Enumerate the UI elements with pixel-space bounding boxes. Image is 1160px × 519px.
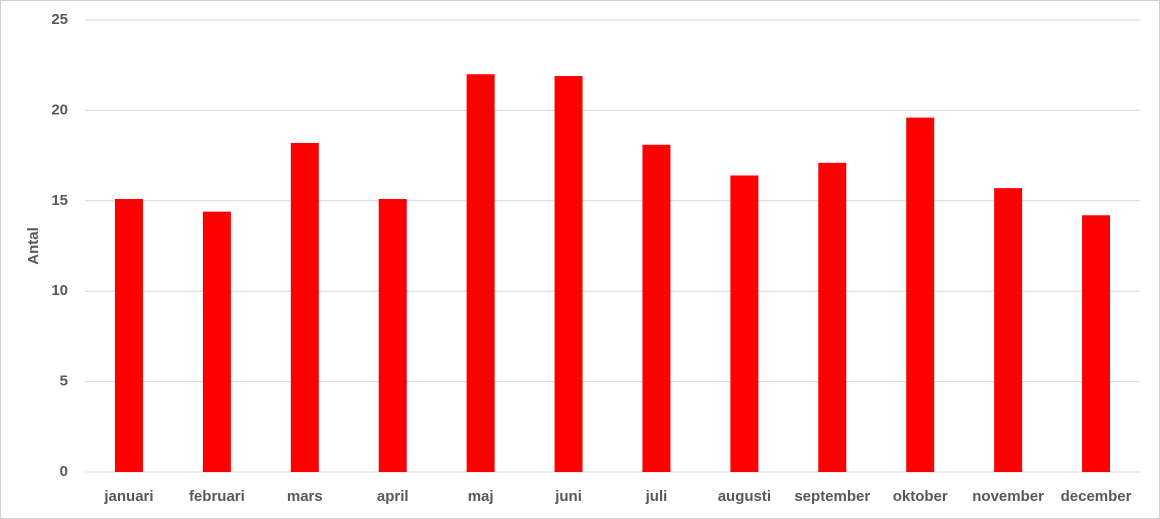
x-tick-label: december: [1061, 488, 1132, 505]
x-tick-label: juli: [645, 488, 668, 505]
y-tick-label: 15: [51, 192, 68, 209]
bar: [906, 117, 935, 472]
y-tick-label: 25: [51, 11, 68, 28]
bar: [290, 142, 319, 472]
bar: [202, 211, 231, 472]
bar: [466, 74, 495, 473]
x-tick-label: juni: [554, 488, 582, 505]
y-tick-label: 5: [60, 373, 68, 390]
x-tick-label: februari: [189, 488, 245, 505]
bar: [642, 144, 671, 472]
bar: [114, 198, 143, 472]
x-tick-label: september: [794, 488, 870, 505]
bar: [994, 188, 1023, 473]
y-tick-label: 0: [60, 463, 68, 480]
bar: [378, 198, 407, 472]
y-axis-label: Antal: [25, 227, 42, 265]
x-tick-label: maj: [468, 488, 494, 505]
bar: [818, 162, 847, 472]
y-tick-label: 20: [51, 101, 68, 118]
x-tick-label: november: [972, 488, 1044, 505]
y-tick-label: 10: [51, 282, 68, 299]
x-tick-label: oktober: [893, 488, 948, 505]
x-tick-label: augusti: [718, 488, 771, 505]
bar: [1082, 215, 1111, 472]
x-tick-label: januari: [103, 488, 153, 505]
bar: [554, 76, 583, 472]
bar: [730, 175, 759, 472]
x-tick-label: mars: [287, 488, 323, 505]
x-tick-label: april: [377, 488, 409, 505]
